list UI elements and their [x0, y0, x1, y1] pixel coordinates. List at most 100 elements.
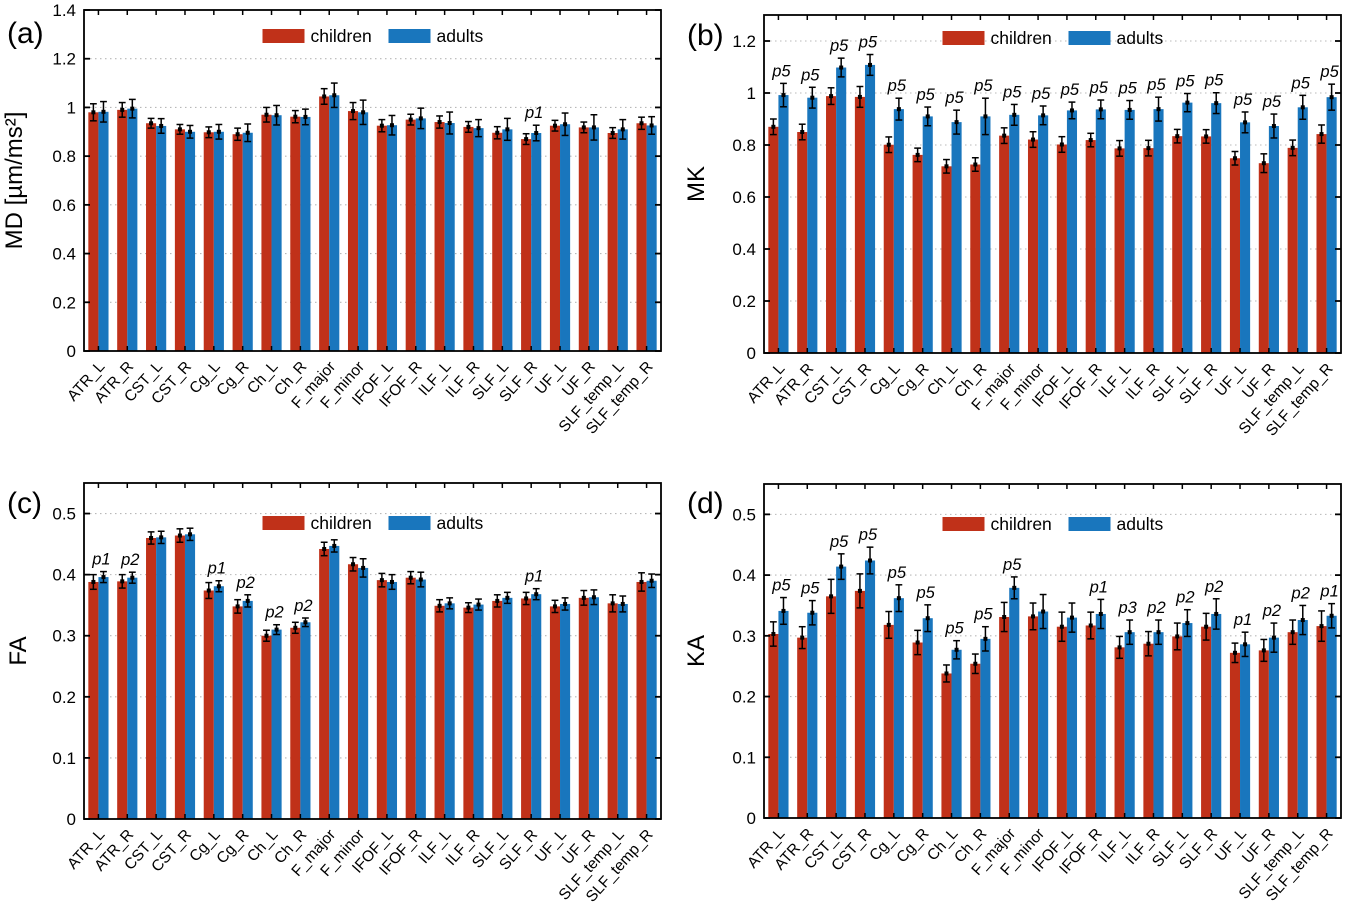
- bar-children-CST_R: [854, 96, 865, 354]
- y-tick-label: 0.2: [732, 688, 756, 707]
- mean-marker: [101, 575, 106, 580]
- mean-marker: [1156, 630, 1161, 635]
- mean-marker: [857, 588, 862, 593]
- bar-children-UF_L: [549, 125, 561, 351]
- bar-adults-ATR_R: [807, 97, 818, 354]
- significance-annotation: p5: [1089, 79, 1109, 97]
- mean-marker: [245, 130, 250, 135]
- y-tick-label: 0.8: [732, 136, 756, 155]
- bar-adults-IFOF_L: [386, 581, 398, 819]
- bar-adults-Cg_L: [213, 131, 224, 351]
- bar-children-SLF_temp_R: [1316, 134, 1327, 353]
- mean-marker: [216, 584, 221, 589]
- bar-adults-Ch_L: [271, 115, 282, 351]
- mean-marker: [983, 114, 988, 119]
- legend-label-children: children: [311, 26, 372, 46]
- significance-annotation: p5: [1319, 63, 1339, 81]
- significance-annotation: p2: [293, 597, 312, 615]
- y-tick-label: 0.4: [732, 240, 756, 259]
- mean-marker: [120, 107, 125, 112]
- mean-marker: [829, 94, 834, 99]
- mean-marker: [563, 601, 568, 606]
- bar-adults-Ch_L: [951, 122, 962, 354]
- bar-children-Cg_R: [912, 642, 923, 818]
- mean-marker: [466, 605, 471, 610]
- bar-adults-CST_R: [184, 534, 196, 819]
- bar-adults-ATR_L: [778, 95, 789, 353]
- mean-marker: [332, 93, 337, 98]
- mean-marker: [857, 94, 862, 99]
- legend-label-adults: adults: [1117, 514, 1164, 534]
- mean-marker: [591, 125, 596, 130]
- y-axis-label: FA: [5, 636, 32, 665]
- bar-adults-SLF_R: [531, 594, 542, 819]
- legend-label-adults: adults: [1117, 28, 1164, 48]
- mean-marker: [149, 535, 154, 540]
- bar-adults-F_minor: [1038, 611, 1049, 818]
- panel-label: (b): [687, 19, 724, 52]
- y-tick-label: 0.1: [732, 748, 756, 767]
- mean-marker: [1185, 100, 1190, 105]
- mean-marker: [1098, 611, 1103, 616]
- bar-children-SLF_L: [492, 132, 503, 351]
- mean-marker: [1012, 585, 1017, 590]
- bar-children-Ch_L: [261, 635, 272, 819]
- bar-adults-Cg_R: [922, 618, 933, 818]
- mean-marker: [264, 633, 269, 638]
- bar-children-UF_R: [1258, 650, 1269, 818]
- mean-marker: [524, 137, 529, 142]
- mean-marker: [1300, 618, 1305, 623]
- mean-marker: [649, 578, 654, 583]
- bar-children-ILF_R: [1143, 643, 1154, 818]
- panel-label: (c): [7, 487, 42, 520]
- bar-children-SLF_temp_L: [1287, 632, 1298, 818]
- y-tick-label: 1: [747, 84, 756, 103]
- bar-adults-ATR_R: [127, 108, 138, 352]
- mean-marker: [188, 532, 193, 537]
- bar-children-CST_L: [146, 123, 157, 351]
- mean-marker: [408, 117, 413, 122]
- mean-marker: [1185, 621, 1190, 626]
- bar-children-SLF_R: [521, 139, 532, 351]
- mean-marker: [896, 107, 901, 112]
- mean-marker: [495, 598, 500, 603]
- mean-marker: [610, 601, 615, 606]
- mean-marker: [130, 575, 135, 580]
- y-tick-label: 0.4: [732, 566, 756, 585]
- bar-adults-Cg_L: [893, 598, 904, 818]
- bar-children-F_major: [319, 548, 330, 819]
- mean-marker: [781, 93, 786, 98]
- bar-children-UF_L: [1229, 652, 1241, 818]
- y-tick-label: 0.1: [52, 749, 76, 768]
- bar-adults-ILF_L: [1124, 632, 1135, 818]
- legend-swatch-children: [262, 29, 305, 43]
- significance-annotation: p2: [235, 574, 254, 592]
- mean-marker: [235, 132, 240, 137]
- bar-children-IFOF_R: [405, 119, 416, 351]
- legend-swatch-adults: [1068, 517, 1111, 531]
- mean-marker: [983, 636, 988, 641]
- legend-label-adults: adults: [437, 513, 484, 533]
- mean-marker: [91, 110, 96, 115]
- bar-adults-SLF_temp_L: [617, 603, 628, 819]
- bar-children-UF_L: [1229, 158, 1241, 353]
- mean-marker: [639, 579, 644, 584]
- mean-marker: [159, 123, 164, 128]
- significance-annotation: p2: [1204, 578, 1223, 596]
- bar-adults-Cg_R: [242, 600, 253, 819]
- mean-marker: [1098, 107, 1103, 112]
- legend-swatch-adults: [388, 29, 431, 43]
- mean-marker: [1031, 137, 1036, 142]
- significance-annotation: p5: [973, 77, 993, 95]
- bar-children-SLF_L: [492, 600, 503, 819]
- mean-marker: [389, 579, 394, 584]
- significance-annotation: p5: [771, 577, 791, 595]
- bar-adults-UF_L: [1240, 122, 1251, 353]
- significance-annotation: p5: [973, 606, 993, 624]
- mean-marker: [1127, 630, 1132, 635]
- bar-children-Cg_L: [883, 144, 894, 353]
- bar-children-UF_R: [578, 127, 589, 351]
- bar-children-F_minor: [1027, 616, 1039, 818]
- bar-children-IFOF_L: [1056, 144, 1067, 353]
- panel-label: (a): [7, 17, 44, 50]
